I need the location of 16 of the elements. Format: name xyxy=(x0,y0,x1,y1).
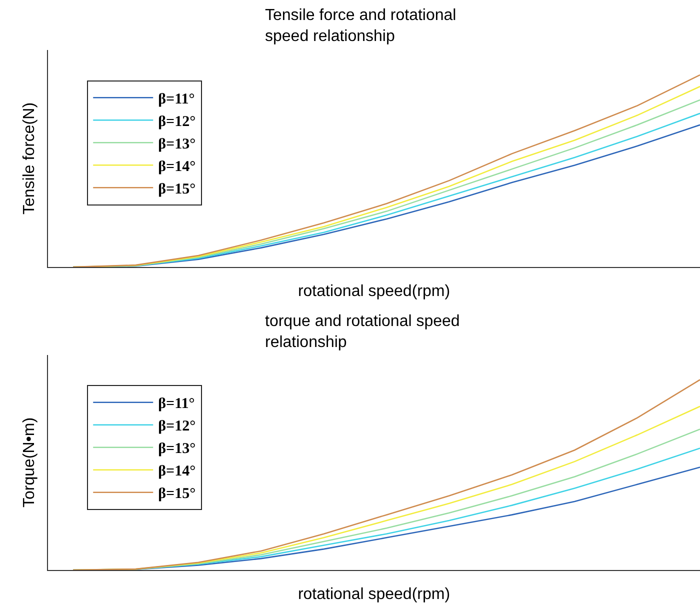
chart-title: Tensile force and rotational speed relationship xyxy=(265,7,456,45)
x-axis-title: rotational speed(rpm) xyxy=(298,586,450,603)
legend-label: β=15° xyxy=(158,181,196,198)
legend-label: β=12° xyxy=(158,114,196,130)
legend-label: β=13° xyxy=(158,441,196,458)
chart-title: torque and rotational speed relationship xyxy=(265,313,460,351)
y-axis-title: Torque(N•m) xyxy=(20,417,38,508)
legend-label: β=14° xyxy=(158,158,196,175)
legend-label: β=11° xyxy=(158,91,195,108)
x-axis-title: rotational speed(rpm) xyxy=(298,282,450,300)
legend-label: β=12° xyxy=(158,418,196,435)
legend-label: β=11° xyxy=(158,396,195,412)
legend-label: β=13° xyxy=(158,136,196,152)
legend-label: β=14° xyxy=(158,464,196,480)
y-axis-title: Tensile force(N) xyxy=(20,102,38,215)
legend-label: β=15° xyxy=(158,486,196,502)
